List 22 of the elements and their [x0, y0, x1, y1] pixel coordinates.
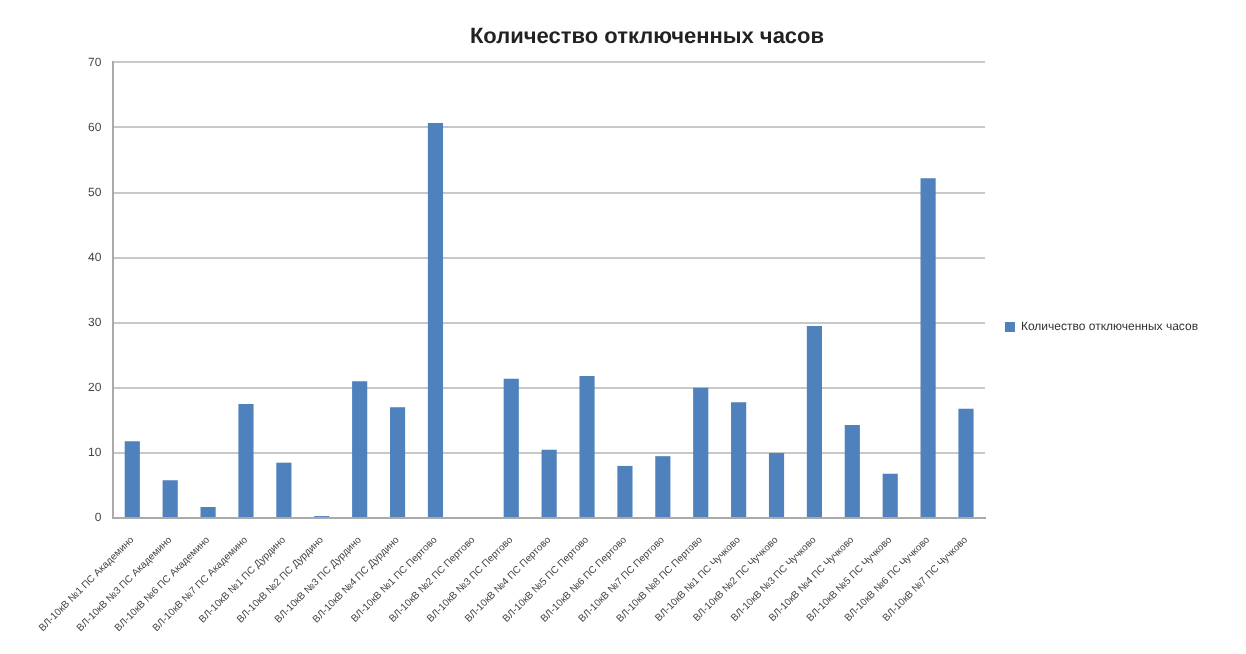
- bar: [579, 376, 595, 517]
- bar: [920, 178, 936, 517]
- bar: [882, 473, 898, 517]
- bar: [162, 480, 178, 517]
- bar: [200, 506, 216, 517]
- bar: [844, 424, 860, 517]
- bar: [276, 462, 292, 517]
- bar: [768, 452, 785, 517]
- bar: [124, 441, 140, 517]
- chart-title: Количество отключенных часов: [469, 25, 825, 50]
- bar: [731, 402, 747, 517]
- bar: [617, 465, 633, 517]
- bar: [806, 326, 822, 517]
- bar: [427, 122, 444, 517]
- bar: [541, 449, 557, 517]
- bar: [238, 404, 254, 517]
- bar: [389, 407, 406, 517]
- bar: [655, 456, 671, 517]
- bar: [693, 387, 709, 517]
- bar: [503, 378, 519, 517]
- bar: [958, 408, 974, 517]
- bar: [352, 381, 368, 517]
